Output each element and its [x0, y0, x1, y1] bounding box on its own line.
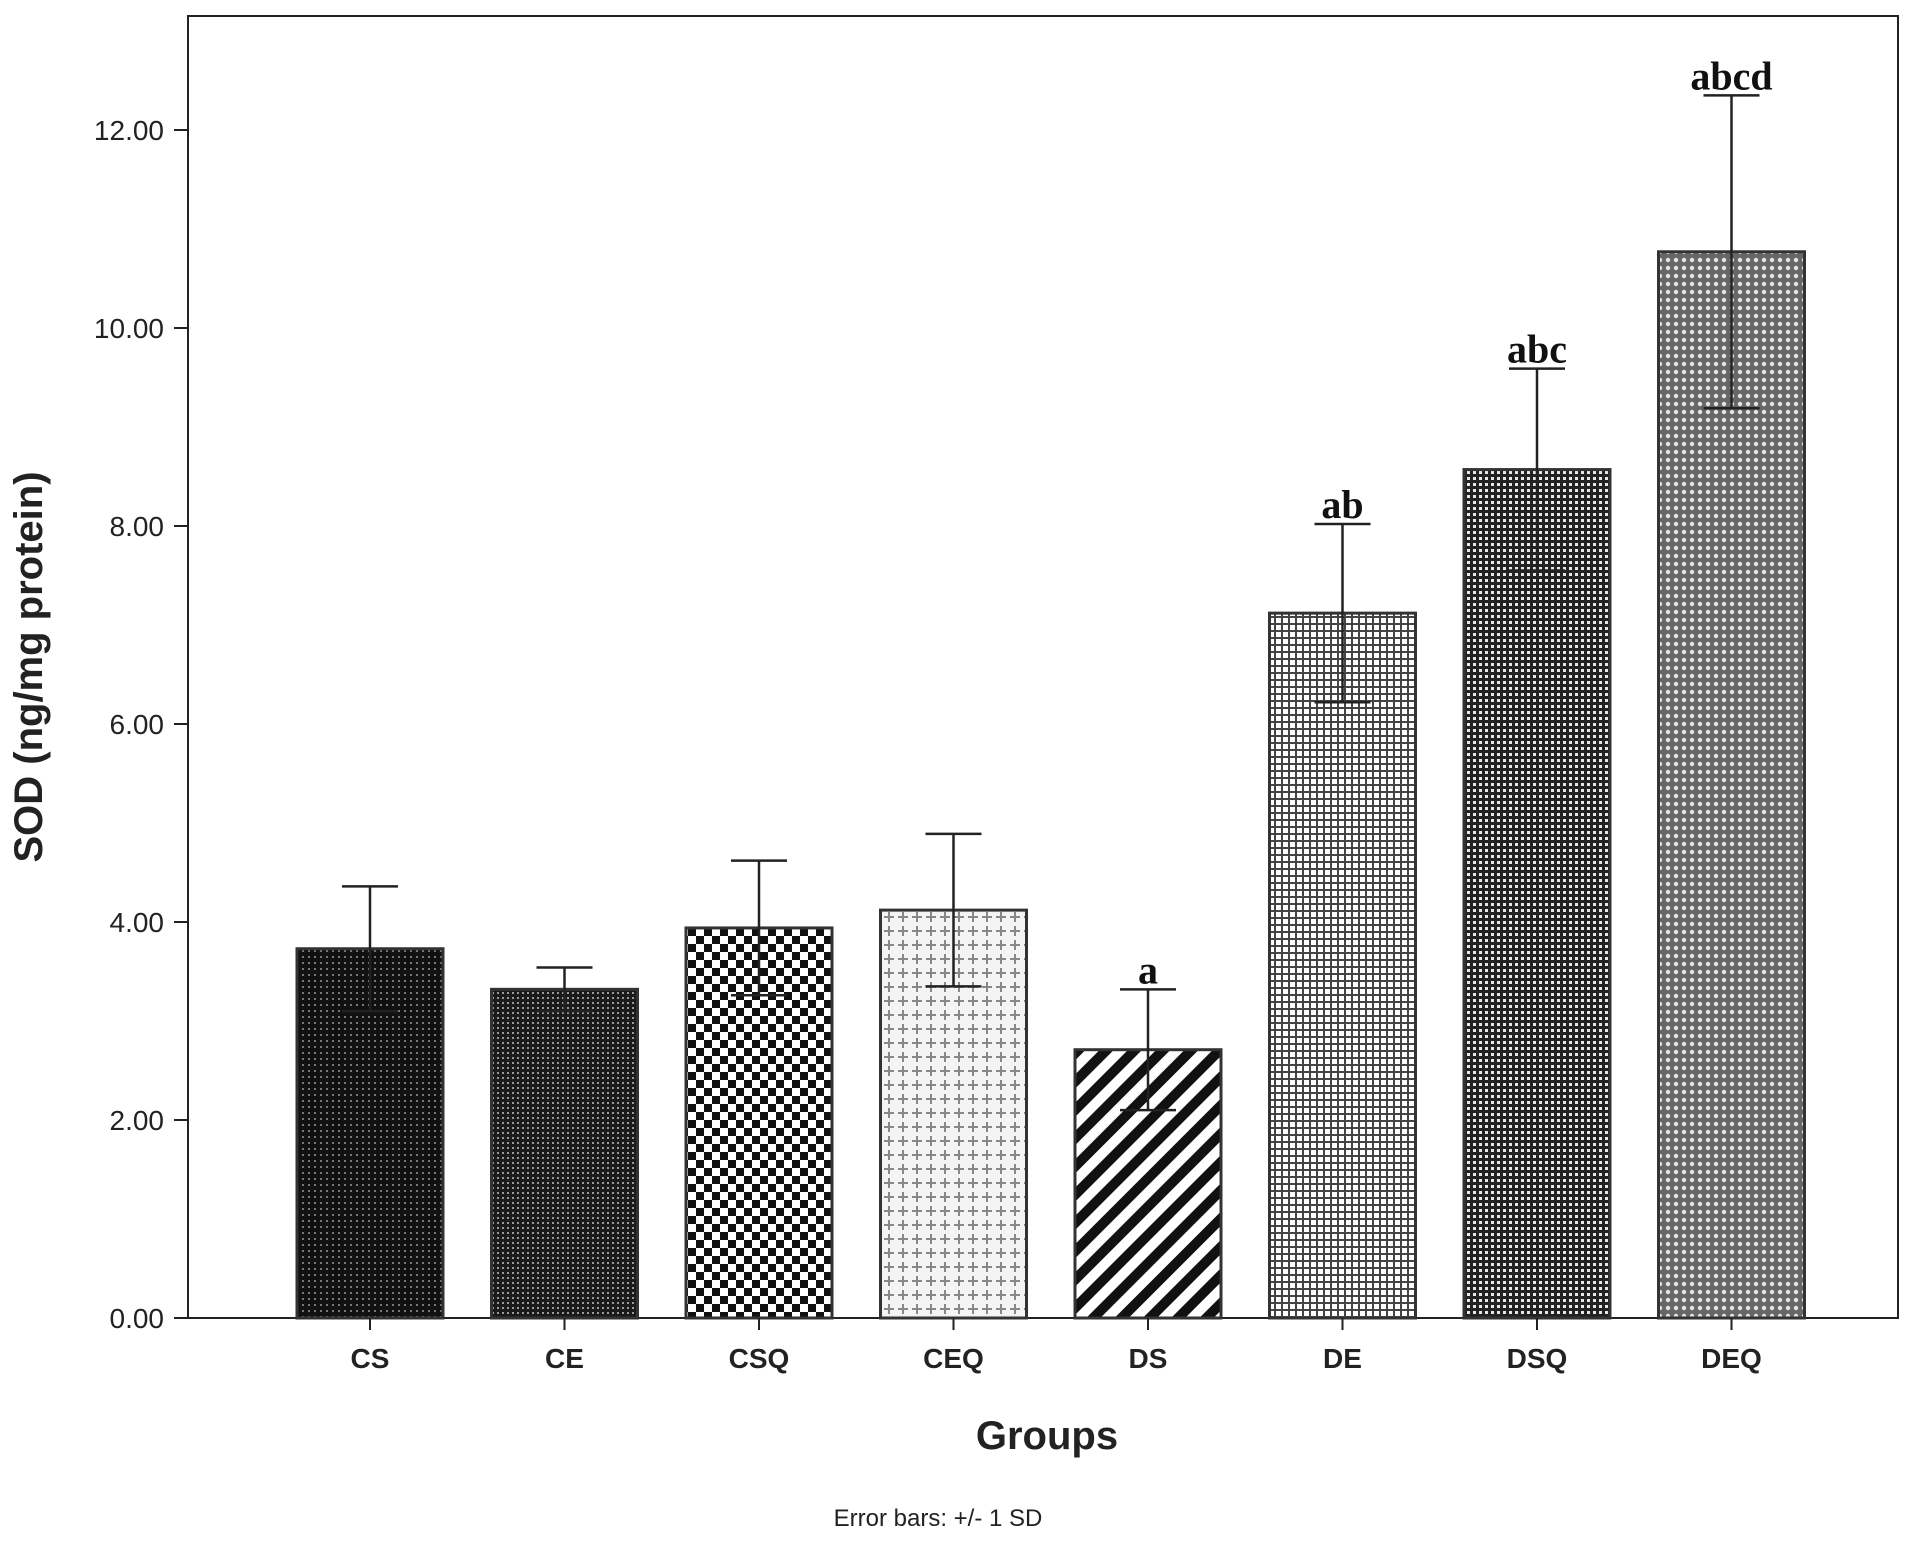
- x-tick-label-cs: CS: [351, 1343, 390, 1374]
- plot-frame: [187, 15, 1899, 1319]
- y-tick-label: 6.00: [110, 709, 165, 740]
- y-axis-title: SOD (ng/mg protein): [7, 471, 51, 862]
- bar-group-cs: CS: [295, 885, 445, 1374]
- bar-ds: [1073, 1048, 1223, 1320]
- bar-de: [1268, 611, 1417, 1320]
- y-tick-label: 0.00: [110, 1303, 165, 1334]
- y-tick-label: 4.00: [110, 907, 165, 938]
- bar-group-ceq: CEQ: [879, 832, 1028, 1374]
- bar-ce: [490, 987, 639, 1320]
- significance-label-de: ab: [1321, 482, 1363, 527]
- bar-group-de: DE ab: [1268, 482, 1417, 1374]
- x-tick-label-de: DE: [1323, 1343, 1362, 1374]
- bar-group-deq: DEQ abcd: [1657, 53, 1806, 1374]
- bar-group-ds: DS a: [1073, 947, 1223, 1374]
- bars-group: CS CE CSQ CEQ DS a DE ab DSQ abc DEQ abcd: [295, 53, 1806, 1374]
- significance-label-deq: abcd: [1690, 53, 1772, 98]
- bar-group-ce: CE: [490, 966, 639, 1374]
- significance-label-ds: a: [1138, 947, 1158, 992]
- y-tick-label: 10.00: [94, 313, 164, 344]
- x-tick-label-ce: CE: [545, 1343, 584, 1374]
- x-tick-label-ds: DS: [1129, 1343, 1168, 1374]
- bar-deq: [1657, 250, 1806, 1320]
- significance-label-dsq: abc: [1507, 327, 1567, 372]
- x-tick-label-deq: DEQ: [1701, 1343, 1762, 1374]
- bar-dsq: [1462, 468, 1612, 1320]
- y-tick-label: 2.00: [110, 1105, 165, 1136]
- x-tick-label-csq: CSQ: [729, 1343, 790, 1374]
- bar-group-csq: CSQ: [684, 859, 834, 1374]
- x-tick-label-ceq: CEQ: [923, 1343, 984, 1374]
- y-axis-ticks: 0.00 2.00 4.00 6.00 8.00 10.00 12.00: [94, 115, 188, 1334]
- error-bar-note: Error bars: +/- 1 SD: [834, 1505, 1043, 1532]
- y-tick-label: 8.00: [110, 511, 165, 542]
- x-tick-label-dsq: DSQ: [1507, 1343, 1568, 1374]
- y-tick-label: 12.00: [94, 115, 164, 146]
- x-axis-title: Groups: [976, 1414, 1118, 1458]
- bar-group-dsq: DSQ abc: [1462, 327, 1612, 1374]
